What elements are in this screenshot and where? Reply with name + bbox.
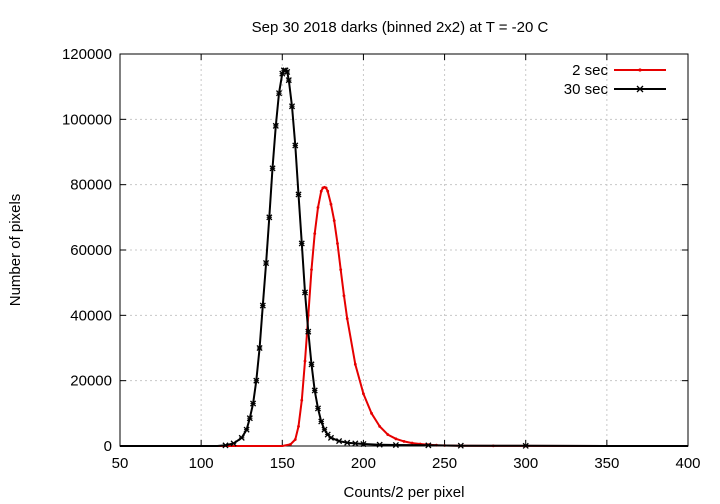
legend-marker-2-sec xyxy=(638,68,642,72)
y-tick-labels: 0 20000 40000 60000 80000 100000 120000 xyxy=(62,46,112,455)
data-point-30-sec xyxy=(222,442,229,449)
data-point-2-sec xyxy=(324,186,328,190)
data-point-30-sec xyxy=(360,440,367,448)
legend-marker-30-sec xyxy=(636,85,644,93)
data-point-2-sec xyxy=(293,438,297,441)
data-point-2-sec xyxy=(394,437,398,441)
data-point-30-sec xyxy=(305,328,312,335)
x-tick-label: 50 xyxy=(112,455,129,472)
data-point-30-sec xyxy=(285,77,292,84)
data-point-30-sec xyxy=(262,260,270,267)
data-point-30-sec xyxy=(253,377,260,384)
data-point-2-sec xyxy=(289,442,292,446)
x-tick-label: 250 xyxy=(432,455,457,472)
data-point-30-sec xyxy=(250,400,257,407)
data-point-2-sec xyxy=(370,411,373,415)
y-axis-label: Number of pixels xyxy=(7,194,24,307)
y-tick-label: 80000 xyxy=(70,177,112,194)
data-point-2-sec xyxy=(316,206,320,209)
data-point-2-sec xyxy=(402,440,406,443)
data-point-30-sec xyxy=(259,302,266,309)
data-point-30-sec xyxy=(238,434,245,441)
x-tick-label: 100 xyxy=(189,455,214,472)
x-axis-label: Counts/2 per pixel xyxy=(344,484,465,501)
data-point-30-sec xyxy=(344,439,351,446)
data-point-2-sec xyxy=(339,268,343,271)
data-point-2-sec xyxy=(297,425,300,428)
data-point-2-sec xyxy=(303,359,307,363)
data-point-30-sec xyxy=(376,441,383,448)
grid xyxy=(120,54,688,446)
y-tick-label: 40000 xyxy=(70,307,112,324)
data-point-2-sec xyxy=(332,219,336,223)
data-point-30-sec xyxy=(301,289,309,296)
data-point-30-sec xyxy=(266,214,273,221)
data-point-30-sec xyxy=(295,191,302,198)
data-point-30-sec xyxy=(522,442,529,449)
y-tick-label: 100000 xyxy=(62,111,112,128)
data-point-30-sec xyxy=(284,68,291,76)
data-point-30-sec xyxy=(269,165,276,172)
data-point-30-sec xyxy=(275,90,283,97)
data-point-30-sec xyxy=(292,142,299,149)
data-point-2-sec xyxy=(326,189,330,193)
x-tick-labels: 50 100 150 200 250 300 350 400 xyxy=(112,455,701,472)
data-point-30-sec xyxy=(288,103,296,110)
x-tick-label: 150 xyxy=(270,455,295,472)
data-point-2-sec xyxy=(319,189,323,193)
y-tick-label: 120000 xyxy=(62,46,112,63)
x-tick-label: 400 xyxy=(675,455,700,472)
series-line-30-sec xyxy=(120,69,688,447)
data-point-30-sec xyxy=(457,442,464,449)
data-point-30-sec xyxy=(327,434,335,441)
legend-label-30sec: 30 sec xyxy=(564,81,609,98)
data-point-2-sec xyxy=(310,268,313,271)
data-point-2-sec xyxy=(345,317,349,320)
series-line-2-sec xyxy=(120,186,688,447)
data-point-2-sec xyxy=(342,294,346,298)
data-point-2-sec xyxy=(378,425,382,428)
chart-title: Sep 30 2018 darks (binned 2x2) at T = -2… xyxy=(252,19,549,36)
data-point-2-sec xyxy=(300,398,304,402)
data-point-30-sec xyxy=(318,418,325,425)
x-tick-label: 350 xyxy=(594,455,619,472)
legend-label-2sec: 2 sec xyxy=(572,62,608,79)
x-tick-label: 300 xyxy=(513,455,538,472)
data-point-30-sec xyxy=(230,440,237,447)
y-tick-label: 0 xyxy=(104,438,112,455)
data-point-30-sec xyxy=(311,387,318,394)
data-point-2-sec xyxy=(362,392,365,396)
data-point-30-sec xyxy=(425,442,432,449)
data-point-2-sec xyxy=(353,362,357,366)
series-layer xyxy=(120,67,688,449)
y-tick-label: 60000 xyxy=(70,242,112,259)
data-point-30-sec xyxy=(336,438,343,445)
data-point-30-sec xyxy=(314,405,322,412)
x-tick-label: 200 xyxy=(351,455,376,472)
legend: 2 sec 30 sec xyxy=(564,62,666,98)
data-point-30-sec xyxy=(308,361,315,368)
data-point-2-sec xyxy=(336,242,339,245)
data-point-2-sec xyxy=(329,202,333,206)
y-tick-label: 20000 xyxy=(70,373,112,390)
data-point-2-sec xyxy=(410,441,414,445)
data-point-30-sec xyxy=(321,426,328,433)
data-point-30-sec xyxy=(352,440,359,447)
data-point-30-sec xyxy=(246,415,253,422)
data-point-30-sec xyxy=(392,441,399,449)
data-point-30-sec xyxy=(298,240,305,247)
data-point-30-sec xyxy=(272,122,279,129)
data-point-2-sec xyxy=(313,232,317,236)
data-point-2-sec xyxy=(386,433,390,436)
data-point-30-sec xyxy=(243,426,250,433)
data-point-30-sec xyxy=(256,344,263,352)
